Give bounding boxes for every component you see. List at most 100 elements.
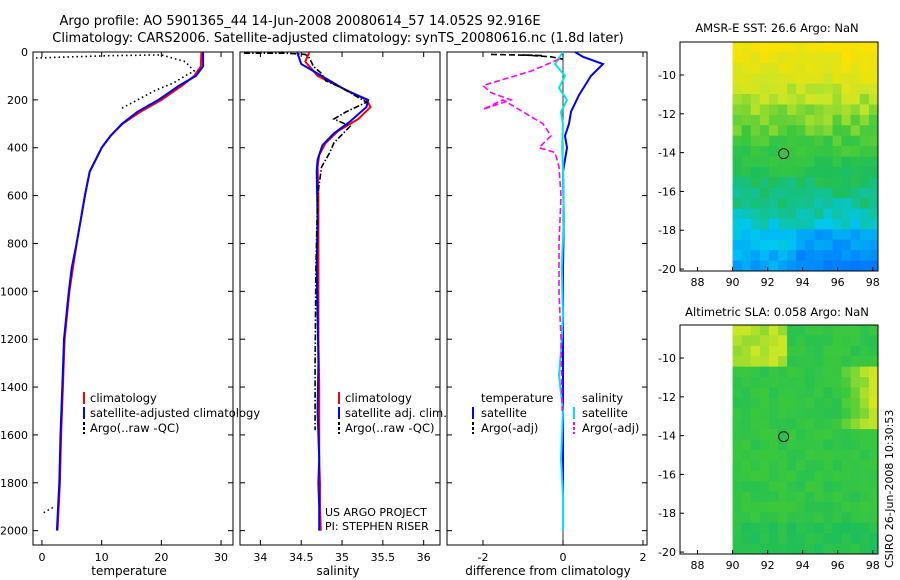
x-tick-label: 35.5: [371, 551, 396, 564]
heatmap-cell: [823, 156, 834, 168]
heatmap-cell: [868, 239, 879, 251]
heatmap-cell: [841, 135, 852, 147]
series-climatology: [56, 52, 203, 531]
heatmap-cell: [768, 366, 779, 378]
heatmap-cell: [768, 114, 779, 126]
heatmap-cell: [841, 62, 852, 74]
y-tick-label: 1600: [0, 429, 28, 442]
heatmap-cell: [850, 366, 861, 378]
heatmap-cell: [759, 501, 770, 513]
heatmap-cell: [850, 104, 861, 116]
salinity-ticks: 34 34.5 35 35.5 36: [240, 51, 440, 564]
heatmap-cell: [814, 187, 824, 199]
heatmap-cell: [805, 387, 815, 399]
heatmap-cell: [778, 366, 788, 378]
heatmap-cell: [759, 229, 770, 241]
heatmap-cell: [778, 198, 788, 210]
heatmap-cell: [823, 418, 834, 430]
heatmap-cell: [778, 94, 788, 105]
heatmap-cell: [859, 470, 870, 482]
figure-title-line2: Climatology: CARS2006. Satellite-adjuste…: [52, 31, 624, 46]
heatmap-cell: [814, 397, 824, 409]
heatmap-cell: [787, 397, 797, 409]
heatmap-cell: [787, 356, 797, 368]
heatmap-cell: [823, 250, 834, 262]
heatmap-cell: [859, 187, 870, 199]
heatmap-cell: [778, 114, 788, 126]
heatmap-cell: [850, 533, 861, 545]
heatmap-cell: [741, 543, 752, 555]
heatmap-cell: [796, 429, 806, 440]
heatmap-cell: [778, 439, 788, 451]
heatmap-cell: [759, 397, 770, 409]
heatmap-cell: [750, 42, 761, 53]
heatmap-cell: [841, 439, 852, 451]
heatmap-cell: [832, 533, 843, 545]
heatmap-cell: [850, 512, 861, 524]
legend-label-satellite: satellite adj. clim.: [345, 406, 447, 420]
heatmap-cell: [805, 125, 815, 137]
heatmap-cell: [732, 418, 743, 430]
heatmap-cell: [868, 260, 879, 272]
heatmap-cell: [741, 250, 752, 262]
heatmap-cell: [732, 470, 743, 482]
heatmap-cell: [823, 187, 834, 199]
heatmap-cell: [768, 377, 779, 388]
heatmap-cell: [732, 146, 743, 157]
heatmap-cell: [787, 114, 797, 126]
heatmap-cell: [850, 408, 861, 420]
heatmap-cell: [868, 52, 879, 64]
heatmap-cell: [841, 198, 852, 210]
heatmap-cell: [778, 104, 788, 116]
heatmap-cell: [859, 73, 870, 85]
heatmap-cell: [859, 83, 870, 95]
project-line2: PI: STEPHEN RISER: [325, 520, 429, 533]
heatmap-cell: [814, 135, 824, 147]
heatmap-cell: [814, 218, 824, 230]
map-y-tick-label: -20: [658, 546, 676, 559]
heatmap-cell: [841, 229, 852, 241]
heatmap-cell: [859, 146, 870, 157]
heatmap-cell: [814, 229, 824, 241]
heatmap-cell: [741, 356, 752, 368]
series-satellite-temperature-: [561, 52, 605, 531]
heatmap-cell: [841, 356, 852, 368]
heatmap-cell: [732, 522, 743, 534]
heatmap-cell: [850, 229, 861, 241]
heatmap-cell: [850, 94, 861, 105]
heatmap-cell: [750, 208, 761, 220]
heatmap-cell: [732, 501, 743, 513]
heatmap-cell: [741, 198, 752, 210]
heatmap-cell: [796, 449, 806, 461]
heatmap-cell: [805, 156, 815, 168]
heatmap-cell: [759, 166, 770, 178]
heatmap-cell: [787, 177, 797, 189]
heatmap-cell: [832, 418, 843, 430]
legend-label-argo: Argo(..raw -QC): [90, 421, 180, 435]
heatmap-cell: [850, 418, 861, 430]
heatmap-cell: [832, 408, 843, 420]
heatmap-cell: [814, 470, 824, 482]
heatmap-cell: [759, 512, 770, 524]
heatmap-cell: [832, 356, 843, 368]
heatmap-cell: [778, 208, 788, 220]
legend-label-argo: Argo(..raw -QC): [345, 421, 435, 435]
heatmap-cell: [850, 439, 861, 451]
heatmap-cell: [832, 260, 843, 272]
heatmap-cell: [787, 73, 797, 85]
heatmap-cell: [778, 335, 788, 347]
heatmap-cell: [823, 356, 834, 368]
heatmap-cell: [805, 62, 815, 74]
temperature-axes-frame: [32, 51, 234, 546]
salinity-axes-frame: [239, 51, 441, 546]
heatmap-cell: [850, 449, 861, 461]
heatmap-cell: [796, 325, 806, 336]
heatmap-cell: [850, 135, 861, 147]
x-tick-label: 10: [95, 551, 109, 564]
heatmap-cell: [741, 397, 752, 409]
heatmap-cell: [823, 408, 834, 420]
heatmap-cell: [796, 470, 806, 482]
heatmap-cell: [832, 366, 843, 378]
heatmap-cell: [832, 187, 843, 199]
heatmap-cell: [832, 73, 843, 85]
